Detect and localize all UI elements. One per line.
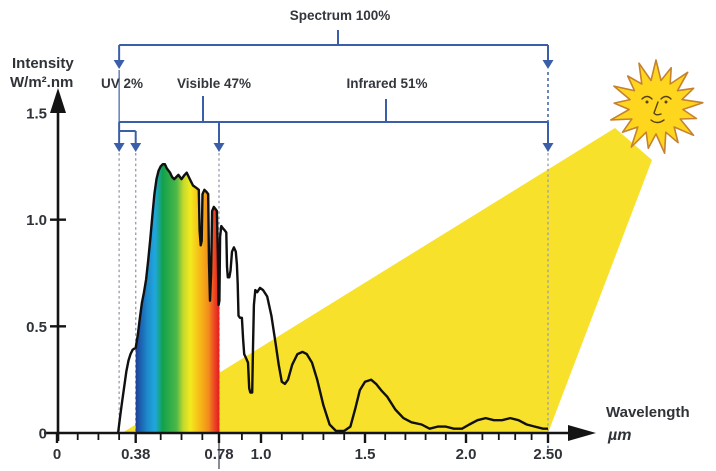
x-tick-label-0.38: 0.38	[121, 446, 150, 463]
spectrum-end-arrow-icon	[542, 143, 554, 152]
x-tick-label-2.0: 2.0	[456, 446, 477, 463]
spectrum-curve-line	[116, 163, 548, 434]
x-axis-title: Wavelength	[606, 404, 690, 421]
sun-icon	[610, 59, 704, 154]
y-axis-ticks: 1.5 1.0 0.5 0	[26, 106, 66, 443]
y-tick-label-1.0: 1.0	[26, 212, 47, 229]
y-tick-label-0: 0	[39, 426, 47, 443]
infrared-label: Infrared 51%	[346, 76, 427, 91]
uv-label: UV 2%	[101, 76, 143, 91]
x-tick-label-0.78: 0.78	[204, 446, 233, 463]
spectrum-curve	[116, 163, 548, 434]
y-axis-arrowhead	[50, 88, 66, 113]
y-tick-label-0.5: 0.5	[26, 319, 47, 336]
sunbeam	[122, 128, 652, 433]
x-axis-arrowhead	[568, 425, 596, 441]
x-tick-label-1.5: 1.5	[355, 446, 376, 463]
y-axis-title-line2: W/m².nm	[10, 74, 73, 91]
visible-end-arrow-icon	[213, 143, 225, 152]
y-tick-label-1.5: 1.5	[26, 106, 47, 123]
spectrum-left-arrow-icon	[113, 60, 125, 69]
x-tick-label-0: 0	[53, 446, 61, 463]
x-axis-ticks: 0 0.38 0.78 1.0 1.5 2.0 2.50	[53, 433, 563, 463]
axes: 0 0.38 0.78 1.0 1.5 2.0 2.50 1.5 1.0 0.5 0	[26, 88, 596, 463]
x-axis-unit: µm	[607, 427, 631, 444]
spectrum-label: Spectrum 100%	[290, 8, 391, 23]
x-tick-label-1.0: 1.0	[251, 446, 272, 463]
visible-label: Visible 47%	[177, 76, 251, 91]
annotation-brackets	[113, 30, 554, 152]
uv-start-arrow-icon	[113, 143, 125, 152]
y-axis-title-line1: Intensity	[12, 55, 74, 72]
visible-spectrum-band	[135, 164, 220, 433]
sun-face	[641, 95, 672, 124]
rainbow-fill	[135, 164, 220, 433]
x-tick-label-2.50: 2.50	[533, 446, 562, 463]
visible-start-arrow-icon	[130, 143, 142, 152]
spectrum-right-arrow-icon	[542, 60, 554, 69]
